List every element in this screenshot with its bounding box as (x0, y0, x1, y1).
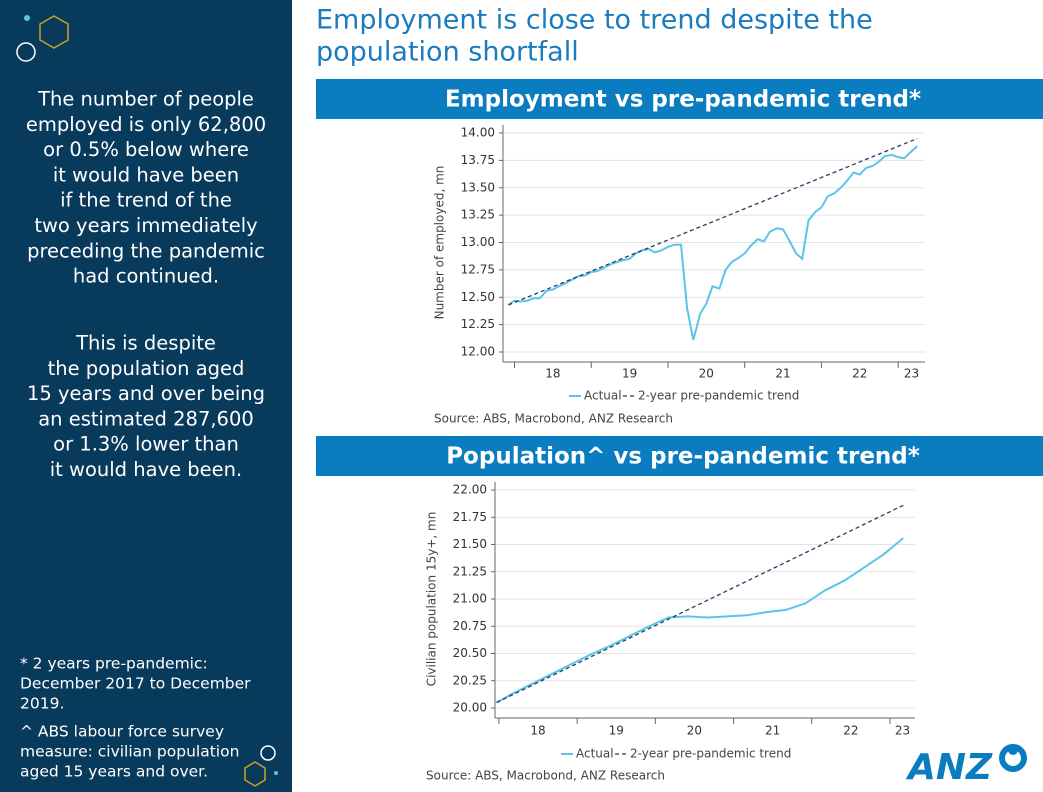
ring (16, 42, 36, 62)
y-tick-label: 20.75 (453, 619, 487, 633)
y-tick-label: 13.25 (461, 208, 495, 222)
x-tick-label: 20 (699, 367, 714, 381)
sidebar-text: or 0.5% below where (43, 138, 249, 161)
hexagon (244, 761, 266, 787)
y-tick-label: 14.00 (461, 126, 495, 140)
chart-header (316, 79, 1043, 119)
y-tick-label: 20.25 (453, 673, 487, 687)
hexagon (39, 15, 69, 49)
sidebar-text: or 1.3% lower than (53, 433, 239, 456)
y-axis-label: Number of employed, mn (433, 166, 447, 320)
sidebar-text: an estimated 287,600 (38, 407, 254, 430)
sidebar-text: 15 years and over being (27, 382, 265, 405)
y-tick-label: 12.25 (461, 317, 495, 331)
dot (274, 771, 278, 775)
x-tick-label: 18 (545, 367, 560, 381)
logo-text: ANZ (905, 747, 993, 788)
footnote: measure: civilian population (20, 743, 239, 761)
logo: ANZ (905, 744, 1027, 788)
series-line (507, 145, 918, 341)
y-axis-label: Civilian population 15y+, mn (425, 512, 439, 687)
series-line (496, 537, 904, 704)
sidebar-text: if the trend of the (60, 189, 232, 212)
sidebar-text: preceding the pandemic (27, 239, 265, 262)
y-tick-label: 21.25 (453, 564, 487, 578)
slide-title: Employment is close to trend despite the (316, 5, 873, 36)
y-tick-label: 20.00 (453, 701, 487, 715)
x-tick-label: 19 (622, 367, 637, 381)
y-tick-label: 13.50 (461, 180, 495, 194)
x-tick-label: 23 (895, 724, 910, 738)
chart-title: Population^ vs pre-pandemic trend* (446, 444, 920, 470)
y-tick-label: 21.75 (453, 510, 487, 524)
x-tick-label: 18 (530, 724, 545, 738)
dot (24, 15, 30, 21)
sidebar-text: it would have been (53, 163, 239, 186)
slide-title: population shortfall (316, 37, 579, 68)
sidebar-text: This is despite (75, 332, 216, 355)
chart-title: Employment vs pre-pandemic trend* (445, 87, 921, 113)
y-tick-label: 12.00 (461, 345, 495, 359)
legend-label: 2-year pre-pandemic trend (630, 747, 791, 761)
legend-label: Actual (576, 747, 614, 761)
decoration (16, 15, 278, 787)
x-tick-label: 22 (843, 724, 858, 738)
footnote: aged 15 years and over. (20, 763, 208, 781)
y-tick-label: 22.00 (453, 483, 487, 497)
y-tick-label: 12.50 (461, 290, 495, 304)
series-line (508, 137, 918, 306)
source: Source: ABS, Macrobond, ANZ Research (434, 412, 673, 426)
x-tick-label: 21 (775, 367, 790, 381)
y-tick-label: 21.50 (453, 537, 487, 551)
x-tick-label: 20 (687, 724, 702, 738)
y-tick-label: 20.50 (453, 646, 487, 660)
footnote: * 2 years pre-pandemic: (20, 655, 208, 673)
x-tick-label: 23 (904, 367, 919, 381)
sidebar-text: two years immediately (34, 214, 257, 237)
y-tick-label: 12.75 (461, 262, 495, 276)
source: Source: ABS, Macrobond, ANZ Research (426, 769, 665, 783)
footnote: 2019. (20, 695, 64, 713)
sidebar (0, 0, 292, 792)
series-line (496, 504, 904, 704)
footnote: ^ ABS labour force survey (20, 723, 224, 741)
sidebar-text: it would have been. (50, 458, 242, 481)
ring (260, 745, 276, 761)
y-tick-label: 13.75 (461, 153, 495, 167)
x-tick-label: 19 (609, 724, 624, 738)
x-tick-label: 22 (852, 367, 867, 381)
y-tick-label: 13.00 (461, 235, 495, 249)
y-tick-label: 21.00 (453, 592, 487, 606)
sidebar-text: the population aged (48, 357, 245, 380)
logo-mark (1008, 745, 1018, 755)
sidebar-text: had continued. (73, 265, 219, 288)
x-tick-label: 21 (765, 724, 780, 738)
chart-header (316, 436, 1043, 476)
sidebar-text: The number of people (37, 88, 254, 111)
sidebar-text: employed is only 62,800 (26, 113, 266, 136)
footnote: December 2017 to December (20, 675, 251, 693)
legend-label: Actual (584, 389, 622, 403)
legend-label: 2-year pre-pandemic trend (638, 389, 799, 403)
